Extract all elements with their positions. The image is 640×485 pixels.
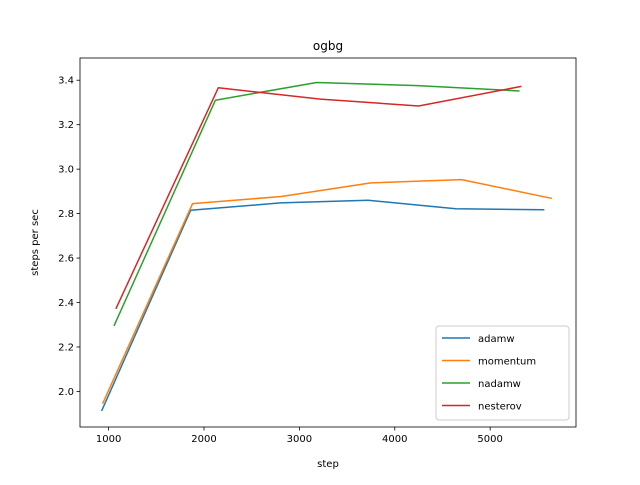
y-tick-label: 2.4 [58,298,74,309]
series-line-adamw [100,199,545,412]
y-tick-label: 2.8 [58,209,74,220]
x-tick-label: 1000 [96,434,121,445]
series-line-nesterov [115,85,522,310]
y-axis-ticks: 2.0 2.2 2.4 2.6 2.8 3.0 3.2 3.4 [58,76,80,398]
y-tick-label: 2.6 [58,254,74,265]
series-layer [100,81,553,412]
series-line-nadamw [113,81,520,327]
x-tick-label: 5000 [477,434,502,445]
y-tick-label: 2.0 [58,387,74,398]
x-tick-label: 2000 [191,434,216,445]
y-tick-label: 2.2 [58,342,74,353]
y-tick-label: 3.0 [58,165,74,176]
legend: adamw momentum nadamw nesterov [435,325,570,421]
y-axis-label: steps per sec [30,209,41,276]
y-tick-label: 3.2 [58,120,74,131]
legend-box [435,325,570,421]
x-tick-label: 3000 [287,434,312,445]
y-tick-label: 3.4 [58,76,74,87]
chart-title: ogbg [313,39,343,53]
legend-label-momentum: momentum [478,357,536,368]
legend-label-nesterov: nesterov [478,402,522,413]
x-axis-ticks: 1000 2000 3000 4000 5000 [96,427,503,445]
series-line-momentum [101,178,553,404]
x-axis-label: step [317,459,339,470]
axes-frame [79,57,577,428]
legend-label-nadamw: nadamw [478,379,521,390]
legend-label-adamw: adamw [478,334,515,345]
x-tick-label: 4000 [382,434,407,445]
